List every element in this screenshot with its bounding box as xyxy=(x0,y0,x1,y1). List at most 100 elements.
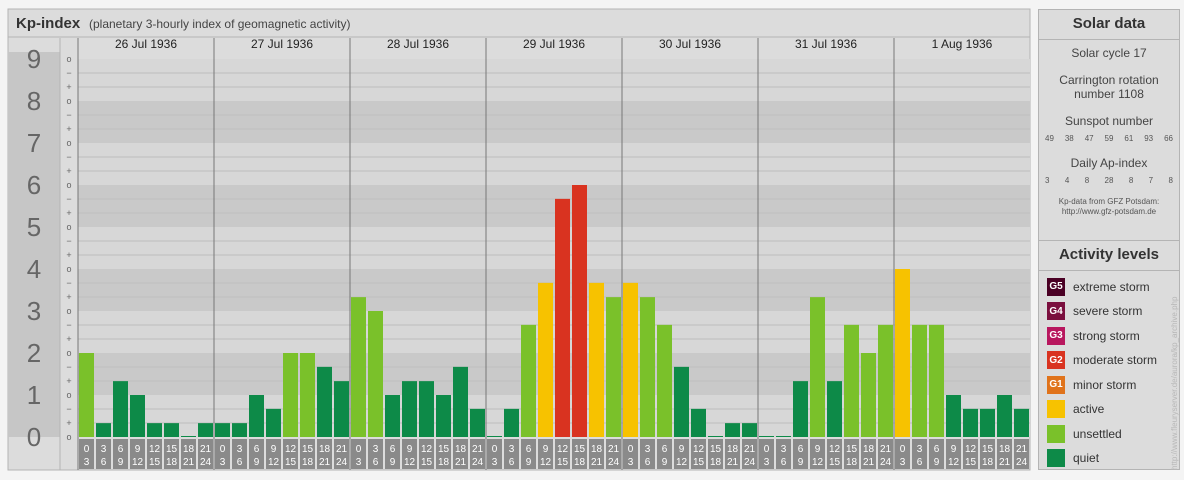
y-minor-label: − xyxy=(66,110,71,120)
kp-bar xyxy=(946,395,961,437)
interval-cell xyxy=(555,439,570,469)
kp-bar xyxy=(283,353,298,437)
y-minor-label: + xyxy=(66,166,71,176)
y-tick-label: 3 xyxy=(27,296,41,326)
interval-cell xyxy=(402,439,417,469)
interval-cell xyxy=(861,439,876,469)
interval-end-label: 15 xyxy=(829,457,841,468)
kp-bar xyxy=(351,297,366,437)
interval-cell xyxy=(623,439,638,469)
kp-bar xyxy=(878,324,893,437)
interval-cell xyxy=(181,439,196,469)
interval-start-label: 3 xyxy=(645,444,651,455)
interval-start-label: 9 xyxy=(407,444,413,455)
day-label: 31 Jul 1936 xyxy=(795,37,857,51)
interval-end-label: 3 xyxy=(356,457,362,468)
interval-cell xyxy=(164,439,179,469)
y-minor-label: o xyxy=(66,138,71,148)
interval-start-label: 6 xyxy=(118,444,124,455)
interval-end-label: 18 xyxy=(710,457,722,468)
activity-level-label: severe storm xyxy=(1073,304,1143,318)
kp-band xyxy=(78,185,1030,227)
ap-value: 8 xyxy=(1128,176,1134,185)
kp-bar xyxy=(589,282,604,437)
ap-value: 8 xyxy=(1168,176,1173,185)
activity-level-label: moderate storm xyxy=(1073,353,1158,367)
credit-line1: Kp-data from GFZ Potsdam: xyxy=(1058,197,1160,206)
y-tick-label: 2 xyxy=(27,338,41,368)
solar-cycle: Solar cycle 17 xyxy=(1071,46,1147,60)
kp-bar xyxy=(368,311,383,437)
day-label: 29 Jul 1936 xyxy=(523,37,585,51)
y-tick-label: 6 xyxy=(27,170,41,200)
interval-cell xyxy=(674,439,689,469)
interval-start-label: 9 xyxy=(951,444,957,455)
interval-start-label: 12 xyxy=(965,444,977,455)
interval-start-label: 18 xyxy=(319,444,331,455)
y-minor-label: o xyxy=(66,432,71,442)
activity-swatch: G3 xyxy=(1047,326,1065,345)
kp-bar xyxy=(232,423,247,437)
interval-cell xyxy=(589,439,604,469)
kp-bar xyxy=(181,436,196,437)
interval-start-label: 9 xyxy=(543,444,549,455)
interval-cell xyxy=(419,439,434,469)
interval-end-label: 21 xyxy=(863,457,875,468)
y-minor-label: + xyxy=(66,418,71,428)
kp-bar xyxy=(334,381,349,437)
kp-bar xyxy=(776,436,791,437)
sunspot-value: 59 xyxy=(1104,134,1114,143)
interval-end-label: 3 xyxy=(628,457,634,468)
interval-end-label: 3 xyxy=(220,457,226,468)
ap-value: 3 xyxy=(1045,176,1050,185)
interval-end-label: 12 xyxy=(812,457,824,468)
interval-start-label: 6 xyxy=(390,444,396,455)
interval-cell xyxy=(300,439,315,469)
y-minor-label: − xyxy=(66,404,71,414)
interval-cell xyxy=(776,439,791,469)
interval-cell xyxy=(317,439,332,469)
interval-end-label: 18 xyxy=(982,457,994,468)
interval-end-label: 18 xyxy=(438,457,450,468)
kp-band xyxy=(78,101,1030,143)
sunspot-value: 47 xyxy=(1084,134,1094,143)
kp-bar xyxy=(759,436,774,437)
interval-cell xyxy=(487,439,502,469)
sunspot-title: Sunspot number xyxy=(1064,114,1154,128)
interval-start-label: 21 xyxy=(880,444,892,455)
y-minor-label: o xyxy=(66,54,71,64)
interval-start-label: 0 xyxy=(764,444,770,455)
day-label: 27 Jul 1936 xyxy=(251,37,313,51)
interval-end-label: 12 xyxy=(948,457,960,468)
interval-cell xyxy=(368,439,383,469)
interval-cell xyxy=(759,439,774,469)
interval-end-label: 6 xyxy=(645,457,651,468)
activity-levels-title: Activity levels xyxy=(1039,241,1179,271)
kp-bar xyxy=(708,436,723,437)
interval-end-label: 24 xyxy=(200,457,212,468)
kp-bar xyxy=(827,381,842,437)
interval-end-label: 9 xyxy=(662,457,668,468)
interval-cell xyxy=(844,439,859,469)
kp-bar xyxy=(538,282,553,437)
interval-start-label: 12 xyxy=(285,444,297,455)
interval-start-label: 15 xyxy=(302,444,314,455)
interval-cell xyxy=(895,439,910,469)
sunspot-value: 38 xyxy=(1064,134,1074,143)
activity-level-label: extreme storm xyxy=(1073,279,1150,294)
interval-start-label: 0 xyxy=(356,444,362,455)
kp-bar xyxy=(844,324,859,437)
interval-start-label: 0 xyxy=(900,444,906,455)
kp-bar xyxy=(113,381,128,437)
interval-start-label: 0 xyxy=(628,444,634,455)
interval-cell xyxy=(572,439,587,469)
interval-start-label: 6 xyxy=(934,444,940,455)
interval-end-label: 3 xyxy=(492,457,498,468)
ap-value: 4 xyxy=(1064,176,1070,185)
interval-end-label: 21 xyxy=(183,457,195,468)
interval-start-label: 15 xyxy=(438,444,450,455)
credit-line2: http://www.gfz-potsdam.de xyxy=(1061,207,1157,216)
interval-end-label: 3 xyxy=(84,457,90,468)
ap-value: 7 xyxy=(1148,176,1154,185)
interval-start-label: 6 xyxy=(662,444,668,455)
